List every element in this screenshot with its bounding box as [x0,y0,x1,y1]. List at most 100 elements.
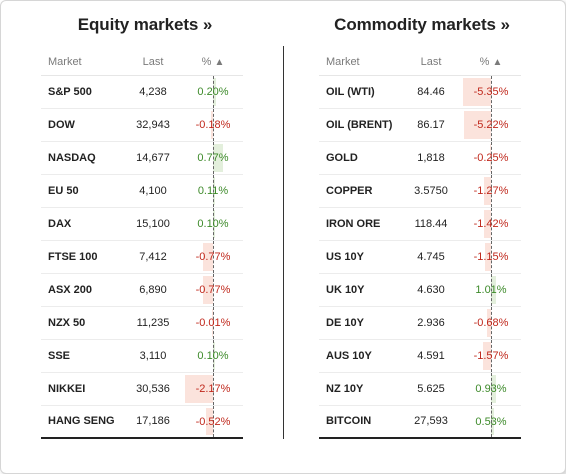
last-column-header[interactable]: Last [401,49,461,76]
pct-change-cell: -2.17% [183,372,243,406]
table-row[interactable]: DAX 15,100 0.10% [41,207,243,241]
pct-change-cell: -0.01% [183,306,243,340]
pct-change-bar-area: 0.11% [183,174,243,207]
zero-baseline [213,141,214,174]
negative-change-bar [483,209,491,238]
market-name: NASDAQ [41,141,123,175]
pct-change-cell: 0.93% [461,372,521,406]
table-row[interactable]: NZ 10Y 5.625 0.93% [319,372,521,406]
negative-change-bar [463,77,491,106]
last-price: 2.936 [401,306,461,340]
table-row[interactable]: NZX 50 11,235 -0.01% [41,306,243,340]
pct-change-value: -0.77% [195,283,231,296]
market-name: EU 50 [41,174,123,208]
zero-baseline [491,339,492,372]
table-row[interactable]: EU 50 4,100 0.11% [41,174,243,208]
pct-change-value: -1.27% [473,184,509,197]
zero-baseline [491,141,492,174]
last-price: 1,818 [401,141,461,175]
market-name: US 10Y [319,240,401,274]
table-row[interactable]: COPPER 3.5750 -1.27% [319,174,521,208]
pct-change-value: -5.35% [473,85,509,98]
pct-change-value: -5.22% [473,118,509,131]
market-name: S&P 500 [41,75,123,109]
table-row[interactable]: HANG SENG 17,186 -0.52% [41,405,243,439]
pct-change-cell: -5.35% [461,75,521,109]
zero-baseline [213,339,214,372]
pct-change-cell: -1.15% [461,240,521,274]
pct-change-cell: 0.77% [183,141,243,175]
table-row[interactable]: AUS 10Y 4.591 -1.57% [319,339,521,373]
table-row[interactable]: NASDAQ 14,677 0.77% [41,141,243,175]
table-row[interactable]: US 10Y 4.745 -1.15% [319,240,521,274]
positive-change-bar [213,341,215,370]
positive-change-bar [491,374,496,403]
last-price: 17,186 [123,405,183,439]
table-row[interactable]: UK 10Y 4.630 1.01% [319,273,521,307]
pct-change-value: 0.53% [475,415,507,428]
last-price: 118.44 [401,207,461,241]
pct-column-header[interactable]: % ▲ [461,49,521,76]
last-price: 4,238 [123,75,183,109]
table-row[interactable]: GOLD 1,818 -0.25% [319,141,521,175]
pct-change-value: -1.57% [473,349,509,362]
table-header-row: Market Last % ▲ [41,49,243,76]
pct-change-value: 0.93% [475,382,507,395]
last-price: 30,536 [123,372,183,406]
last-price: 4.630 [401,273,461,307]
market-name: NIKKEI [41,372,123,406]
pct-column-header[interactable]: % ▲ [183,49,243,76]
table-row[interactable]: FTSE 100 7,412 -0.77% [41,240,243,274]
last-column-header[interactable]: Last [123,49,183,76]
zero-baseline [213,240,214,273]
zero-baseline [491,240,492,273]
positive-change-bar [213,209,215,238]
pct-change-bar-area: 0.20% [183,75,243,108]
pct-change-cell: 0.10% [183,207,243,241]
pct-change-value: 0.10% [197,217,229,230]
commodity-markets-table: Market Last % ▲ OIL (WTI) 84.46 -5.35% OIL (… [319,49,521,439]
zero-baseline [213,207,214,240]
market-column-header[interactable]: Market [41,49,123,76]
commodity-markets-title-link[interactable]: Commodity markets » [334,15,510,34]
last-price: 3.5750 [401,174,461,208]
zero-baseline [491,174,492,207]
pct-change-value: 0.20% [197,85,229,98]
table-row[interactable]: DOW 32,943 -0.18% [41,108,243,142]
zero-baseline [213,273,214,306]
table-row[interactable]: OIL (WTI) 84.46 -5.35% [319,75,521,109]
last-price: 4.591 [401,339,461,373]
market-name: OIL (WTI) [319,75,401,109]
last-price: 7,412 [123,240,183,274]
market-column-header[interactable]: Market [319,49,401,76]
negative-change-bar [203,275,213,304]
table-row[interactable]: NIKKEI 30,536 -2.17% [41,372,243,406]
pct-change-cell: -5.22% [461,108,521,142]
equity-markets-title-link[interactable]: Equity markets » [77,15,213,34]
table-row[interactable]: S&P 500 4,238 0.20% [41,75,243,109]
sort-ascending-icon: ▲ [214,56,225,68]
zero-baseline [213,405,214,437]
table-row[interactable]: OIL (BRENT) 86.17 -5.22% [319,108,521,142]
last-price: 27,593 [401,405,461,439]
pct-change-cell: -0.77% [183,273,243,307]
table-row[interactable]: ASX 200 6,890 -0.77% [41,273,243,307]
table-row[interactable]: BITCOIN 27,593 0.53% [319,405,521,439]
pct-change-cell: 0.53% [461,405,521,439]
pct-change-bar-area: 0.10% [183,339,243,372]
negative-change-bar [463,110,491,139]
table-row[interactable]: DE 10Y 2.936 -0.68% [319,306,521,340]
last-price: 11,235 [123,306,183,340]
pct-change-cell: -0.25% [461,141,521,175]
pct-change-value: -0.77% [195,250,231,263]
pct-column-label: % [479,55,490,68]
table-row[interactable]: SSE 3,110 0.10% [41,339,243,373]
market-name: BITCOIN [319,405,401,439]
last-price: 15,100 [123,207,183,241]
table-header-row: Market Last % ▲ [319,49,521,76]
pct-change-bar-area: -1.27% [461,174,521,207]
table-row[interactable]: IRON ORE 118.44 -1.42% [319,207,521,241]
market-name: SSE [41,339,123,373]
market-name: UK 10Y [319,273,401,307]
market-name: COPPER [319,174,401,208]
